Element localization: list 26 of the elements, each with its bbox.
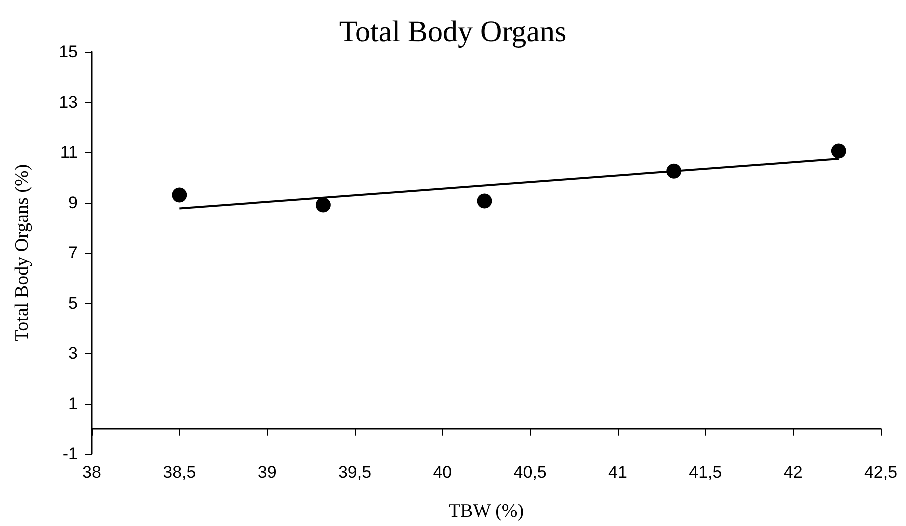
point [316,198,331,213]
y-tick-label: 13 [59,92,78,112]
x-tick-label: 38,5 [163,463,196,482]
chart-title: Total Body Organs [339,16,567,48]
x-tick-label: 41 [608,463,628,482]
y-tick-label: 1 [68,394,78,414]
y-tick-label: 9 [68,193,78,212]
x-tick-label: 42 [784,463,803,482]
x-axis-title: TBW (%) [448,501,524,522]
x-tick-label: 38 [82,463,102,482]
y-tick-label: 15 [59,42,78,62]
x-tick-label: 39 [258,463,277,482]
y-tick-label: 3 [68,344,78,363]
y-tick-label: 11 [60,143,78,162]
y-tick-label: 5 [68,294,78,313]
point [831,144,846,159]
y-tick-label: -1 [62,444,78,464]
x-tick-label: 40 [433,463,452,482]
point [172,188,188,203]
point [477,194,492,209]
x-tick-label: 39,5 [338,463,372,482]
x-tick-label: 40,5 [514,463,547,482]
y-axis-title: Total Body Organs (%) [12,164,33,342]
x-tick-label: 42,5 [864,463,898,482]
x-tick-label: 41,5 [689,463,722,482]
y-tick-label: 7 [68,244,78,262]
